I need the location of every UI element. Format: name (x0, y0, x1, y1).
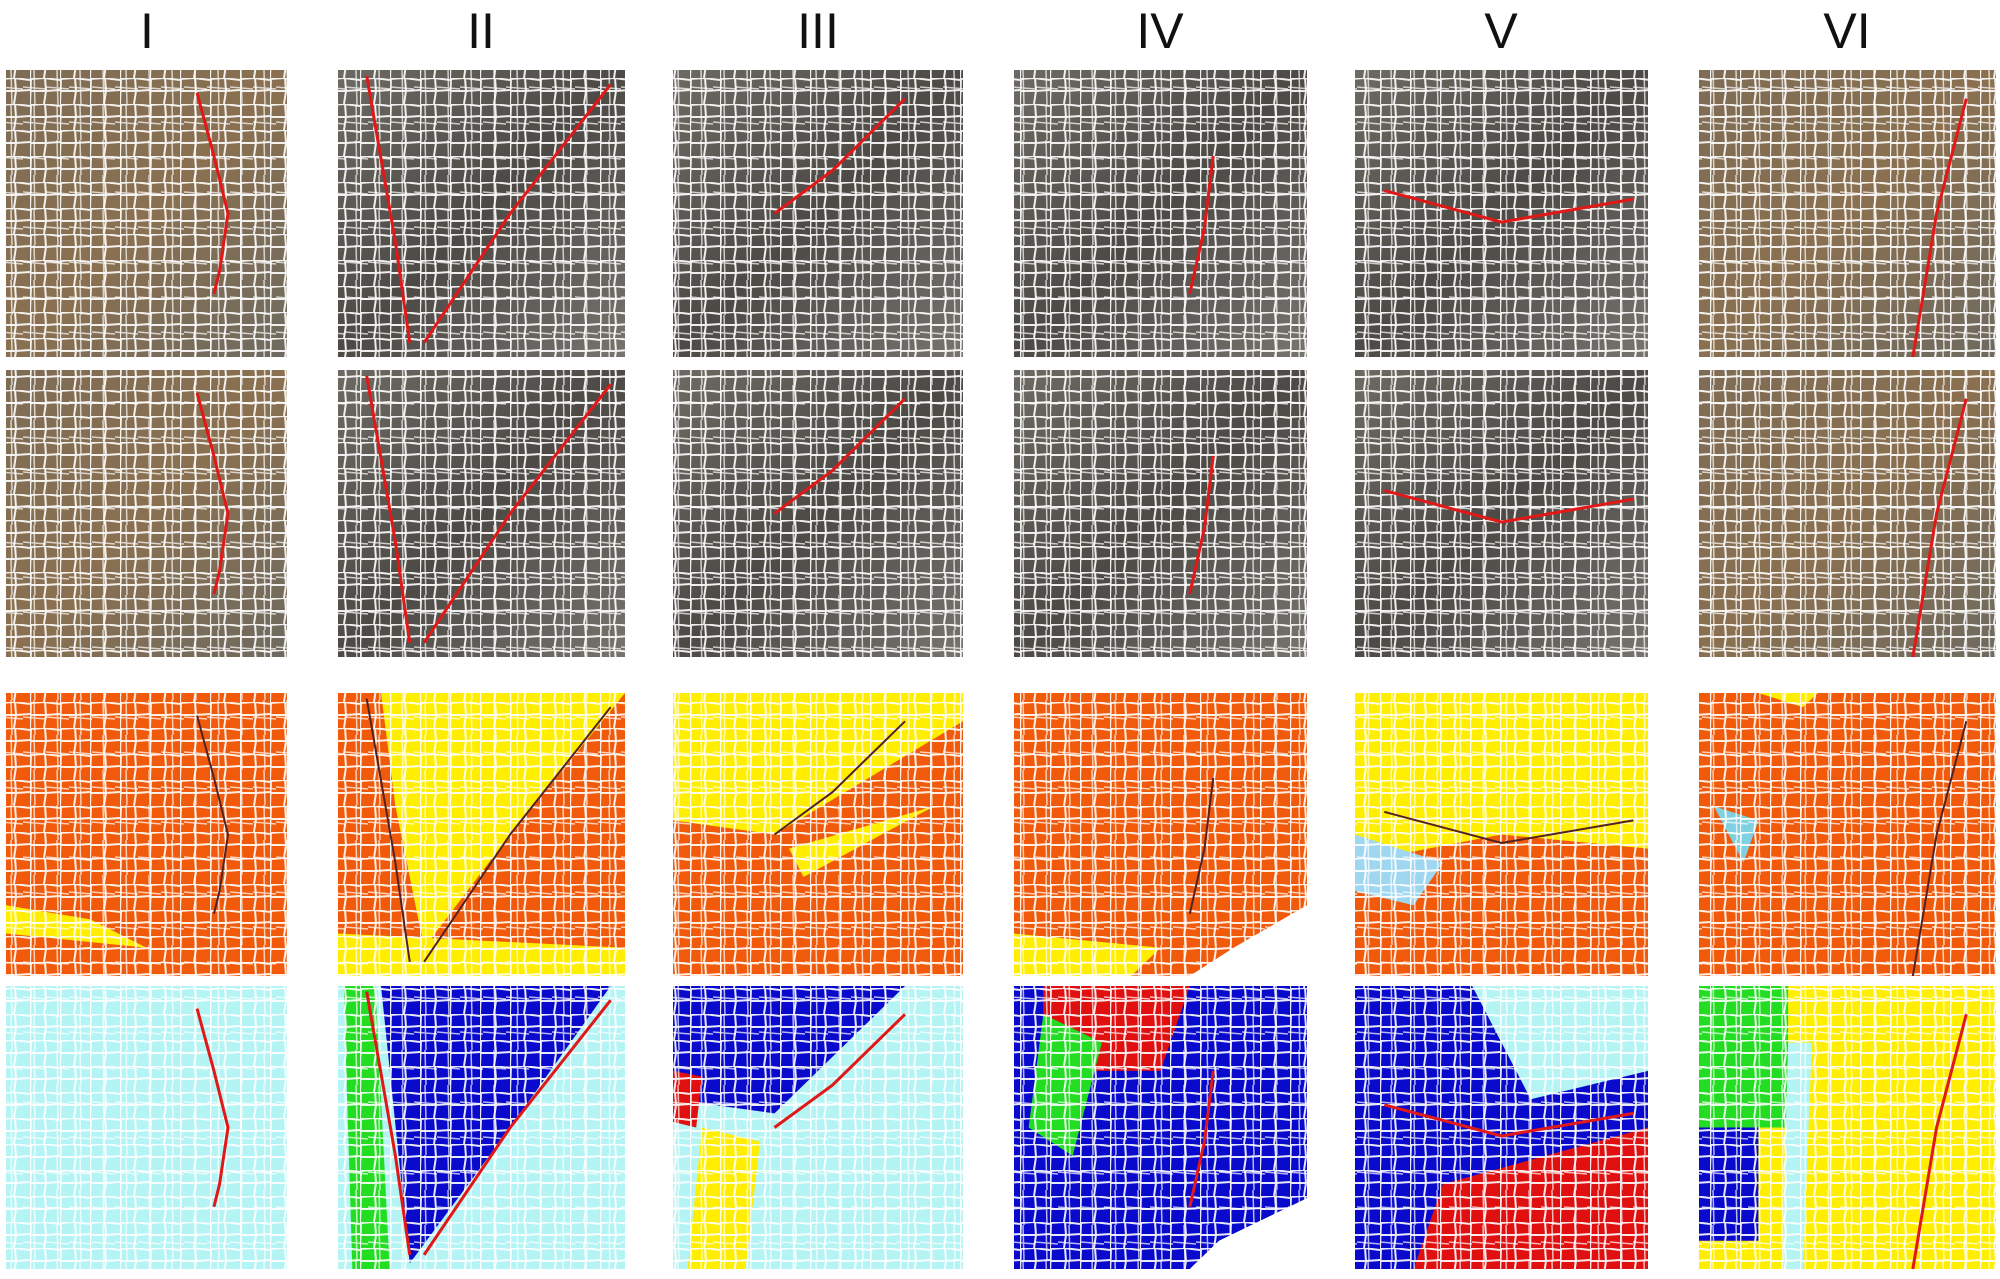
crack-line (195, 1008, 230, 1208)
panel-original-segmentation-col-2 (338, 70, 625, 357)
panel-refined-segmentation-col-3 (673, 370, 963, 657)
panel-cluster-map-col-2 (338, 986, 625, 1269)
panel-original-segmentation-col-3 (673, 70, 963, 357)
cell-boundaries-secondary (673, 370, 963, 657)
crack-line (1188, 455, 1215, 595)
crack-line (195, 92, 230, 295)
cell-boundaries-secondary (673, 70, 963, 357)
panel-classification-map-col-2 (338, 693, 625, 976)
crack-line (773, 397, 907, 515)
panel-refined-segmentation-col-4 (1014, 370, 1307, 657)
cell-boundaries-secondary (1699, 986, 1996, 1269)
panel-cluster-map-col-1 (6, 986, 287, 1269)
panel-classification-map-col-6 (1699, 693, 1996, 977)
crack-line (365, 75, 412, 343)
cell-boundaries-secondary (338, 986, 625, 1269)
cell-boundaries-secondary (338, 370, 625, 657)
crack-line (1911, 721, 1968, 977)
cell-boundaries-secondary (1699, 693, 1996, 976)
column-label-6: VI (1823, 3, 1871, 59)
panel-classification-map-col-4 (1014, 693, 1307, 976)
cell-boundaries-secondary (6, 70, 287, 357)
crack-line (773, 720, 906, 836)
panel-cluster-map-col-3 (673, 986, 963, 1269)
crack-line (773, 97, 907, 215)
cell-boundaries-secondary (1014, 70, 1307, 357)
cell-boundaries-secondary (338, 70, 625, 357)
cell-boundaries-secondary (1355, 986, 1648, 1269)
panel-cluster-map-col-6 (1699, 986, 1996, 1270)
crack-line (423, 706, 612, 963)
panel-refined-segmentation-col-6 (1699, 370, 1996, 658)
crack-line (365, 698, 411, 962)
crack-line (1383, 189, 1634, 224)
panel-refined-segmentation-col-5 (1355, 370, 1648, 657)
column-label-2: II (467, 3, 495, 59)
cell-boundaries-secondary (338, 693, 625, 976)
crack-line (422, 999, 612, 1256)
panel-refined-segmentation-col-2 (338, 370, 625, 657)
panel-classification-map-col-3 (673, 693, 963, 976)
crack-line (1911, 398, 1968, 658)
cell-boundaries-secondary (1355, 70, 1648, 357)
column-label-3: III (797, 3, 839, 59)
column-label-1: I (140, 3, 154, 59)
column-label-4: IV (1136, 3, 1184, 59)
crack-line (422, 383, 612, 644)
crack-line (1188, 1070, 1215, 1208)
cell-boundaries-secondary (1014, 986, 1307, 1269)
cell-boundaries-secondary (6, 370, 287, 657)
crack-line (1911, 1013, 1968, 1270)
panel-classification-map-col-5 (1355, 693, 1648, 976)
column-label-5: V (1484, 3, 1518, 59)
crack-line (1188, 155, 1215, 295)
crack-line (773, 1013, 907, 1129)
panel-original-segmentation-col-6 (1699, 70, 1996, 358)
cell-boundaries-secondary (1014, 370, 1307, 657)
crack-line (1383, 1103, 1634, 1138)
cell-boundaries-secondary (1355, 370, 1648, 657)
panel-refined-segmentation-col-1 (6, 370, 287, 657)
cell-boundaries-secondary (1699, 370, 1996, 657)
cell-boundaries-secondary (673, 986, 963, 1269)
panel-original-segmentation-col-1 (6, 70, 287, 357)
panel-classification-map-col-1 (6, 693, 287, 976)
crack-line (365, 991, 412, 1256)
crack-line (1384, 810, 1634, 845)
cell-boundaries-secondary (1699, 70, 1996, 357)
cell-boundaries-secondary (1355, 693, 1648, 976)
cell-boundaries-secondary (673, 693, 963, 976)
crack-line (365, 375, 412, 643)
crack-line (196, 715, 230, 914)
cell-boundaries-secondary (6, 986, 287, 1269)
crack-line (1188, 777, 1215, 914)
crack-line (195, 392, 230, 595)
panel-original-segmentation-col-4 (1014, 70, 1307, 357)
panel-cluster-map-col-5 (1355, 986, 1648, 1269)
crack-line (1383, 489, 1634, 524)
cell-boundaries-secondary (6, 693, 287, 976)
crack-line (422, 83, 612, 344)
panel-original-segmentation-col-5 (1355, 70, 1648, 357)
panel-cluster-map-col-4 (1014, 986, 1307, 1269)
crack-line (1911, 98, 1968, 358)
cell-boundaries-secondary (1014, 693, 1307, 976)
